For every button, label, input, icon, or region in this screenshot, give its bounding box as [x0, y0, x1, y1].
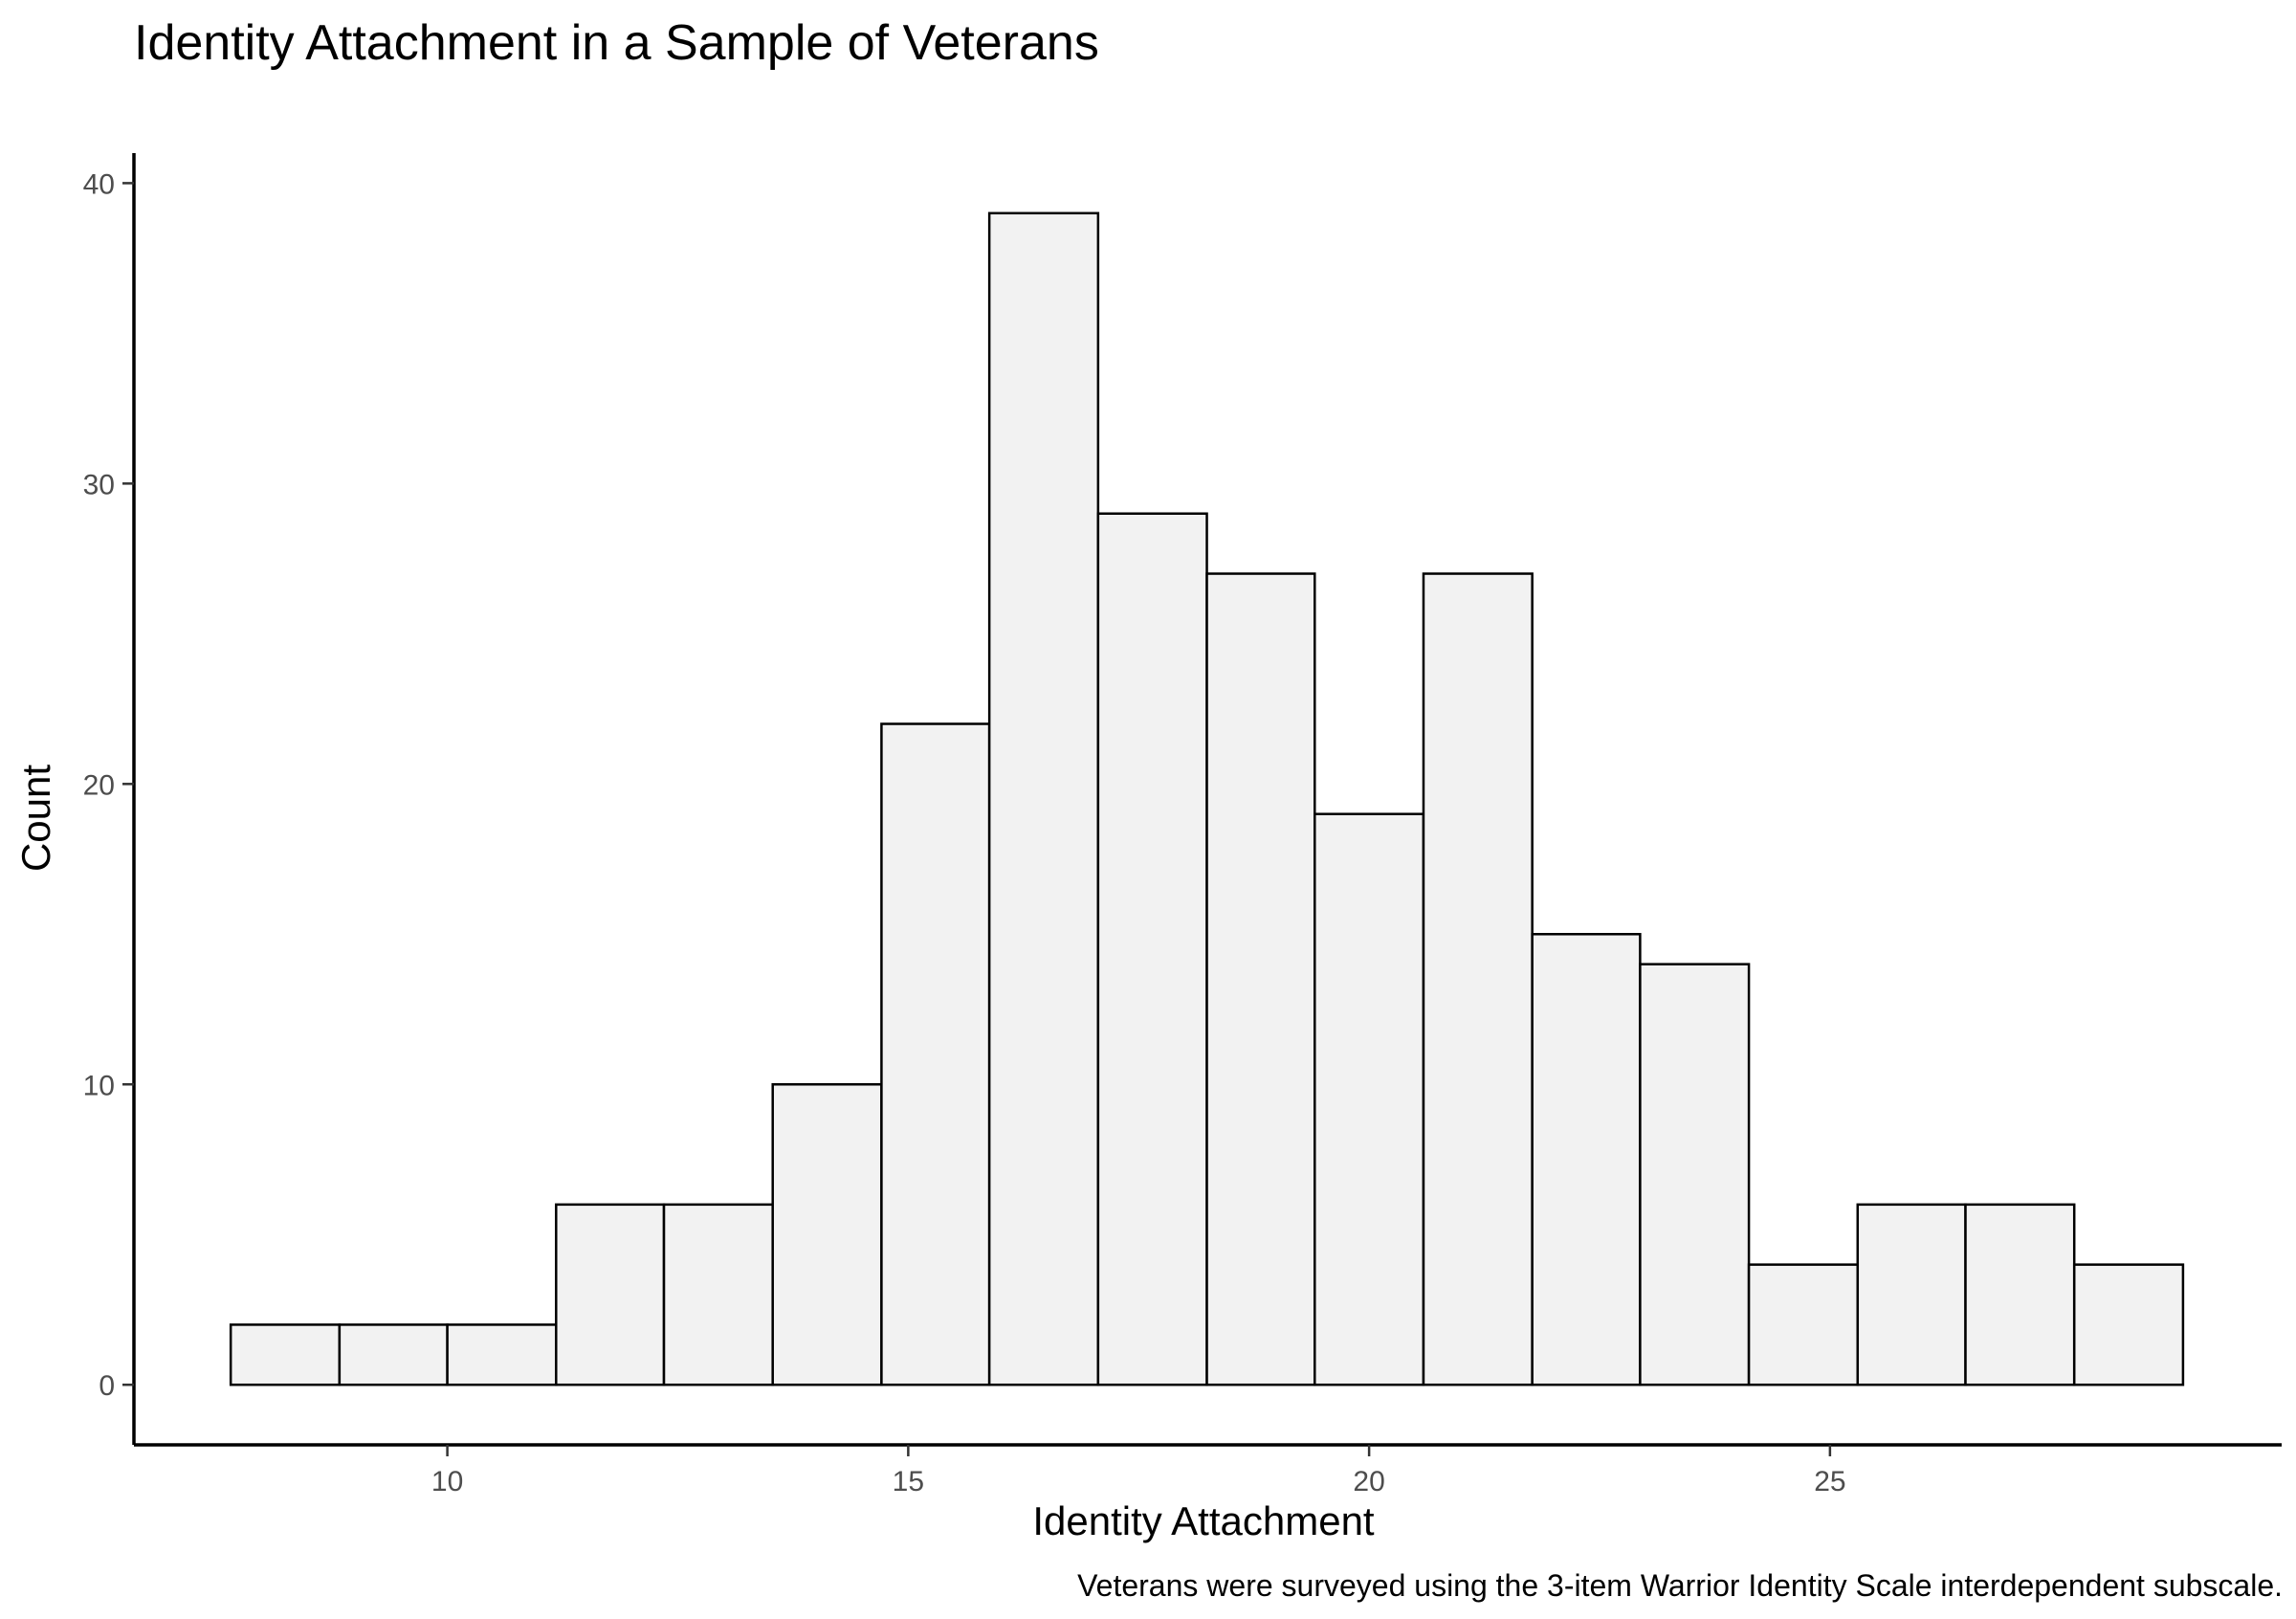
histogram-bar-5 — [662, 1203, 774, 1386]
y-tick-label: 0 — [99, 1370, 115, 1402]
y-tick-label: 30 — [83, 469, 115, 500]
y-tick-label: 20 — [83, 769, 115, 801]
histogram-bar-8 — [987, 211, 1100, 1386]
histogram-bar-16 — [1856, 1203, 1967, 1386]
x-axis-ticks: 10 15 20 25 — [431, 1445, 1846, 1497]
histogram-bar-17 — [1964, 1203, 2076, 1386]
histogram-bar-7 — [880, 722, 991, 1386]
histogram-bar-6 — [771, 1083, 883, 1386]
histogram-bar-13 — [1531, 933, 1642, 1386]
histogram-bar-15 — [1747, 1263, 1860, 1386]
histogram-bar-2 — [338, 1323, 449, 1386]
histogram-bar-10 — [1205, 572, 1316, 1386]
x-tick-label: 25 — [1814, 1466, 1845, 1497]
x-tick-label: 20 — [1353, 1466, 1384, 1497]
y-axis-ticks: 0 10 20 30 40 — [83, 168, 134, 1402]
y-tick-label: 10 — [83, 1070, 115, 1101]
histogram-bar-1 — [229, 1323, 342, 1386]
x-tick-label: 15 — [893, 1466, 924, 1497]
histogram-bar-3 — [446, 1323, 558, 1386]
chart-caption: Veterans were surveyed using the 3-item … — [1077, 1568, 2283, 1603]
histogram-bar-14 — [1639, 963, 1751, 1386]
bars-layer — [229, 211, 2185, 1386]
histogram-bar-11 — [1314, 812, 1425, 1386]
x-tick-label: 10 — [431, 1466, 463, 1497]
histogram-bar-4 — [555, 1203, 666, 1386]
histogram-bar-12 — [1422, 572, 1534, 1386]
histogram-bar-18 — [2072, 1263, 2185, 1386]
x-axis-title: Identity Attachment — [1032, 1498, 1375, 1543]
chart-title: Identity Attachment in a Sample of Veter… — [134, 15, 1099, 71]
histogram-bar-9 — [1096, 512, 1208, 1386]
y-axis-title: Count — [13, 765, 58, 872]
y-tick-label: 40 — [83, 168, 115, 200]
